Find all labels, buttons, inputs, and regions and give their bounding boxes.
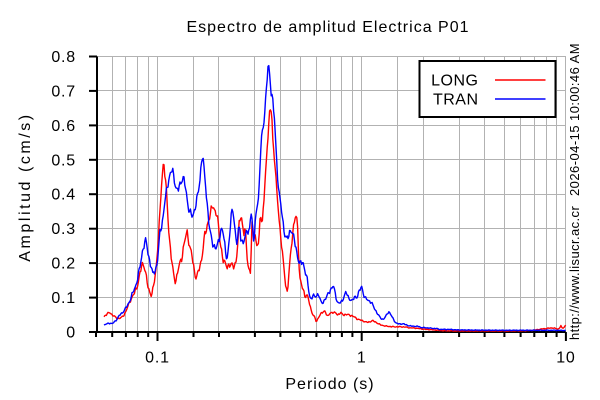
svg-text:0.6: 0.6 bbox=[51, 118, 76, 135]
svg-text:Espectro de amplitud Electrica: Espectro de amplitud Electrica P01 bbox=[186, 19, 469, 36]
svg-text:0.1: 0.1 bbox=[51, 290, 76, 307]
svg-text:2026-04-15 10:00:46 AM: 2026-04-15 10:00:46 AM bbox=[567, 43, 582, 196]
svg-text:0.5: 0.5 bbox=[51, 152, 76, 169]
svg-text:0.4: 0.4 bbox=[51, 187, 76, 204]
svg-text:Periodo (s): Periodo (s) bbox=[285, 376, 374, 393]
svg-text:TRAN: TRAN bbox=[433, 92, 479, 109]
svg-text:Amplitud (cm/s): Amplitud (cm/s) bbox=[17, 112, 34, 261]
svg-text:1: 1 bbox=[357, 350, 367, 367]
svg-text:0.8: 0.8 bbox=[51, 49, 76, 66]
svg-text:LONG: LONG bbox=[431, 73, 478, 90]
svg-text:0.7: 0.7 bbox=[51, 83, 76, 100]
svg-text:0.1: 0.1 bbox=[145, 350, 170, 367]
svg-text:http://www.lisucr.ac.cr: http://www.lisucr.ac.cr bbox=[567, 206, 582, 340]
svg-text:10: 10 bbox=[556, 350, 575, 367]
svg-text:0.3: 0.3 bbox=[51, 221, 76, 238]
svg-text:0.2: 0.2 bbox=[51, 256, 76, 273]
svg-text:0: 0 bbox=[66, 325, 76, 342]
